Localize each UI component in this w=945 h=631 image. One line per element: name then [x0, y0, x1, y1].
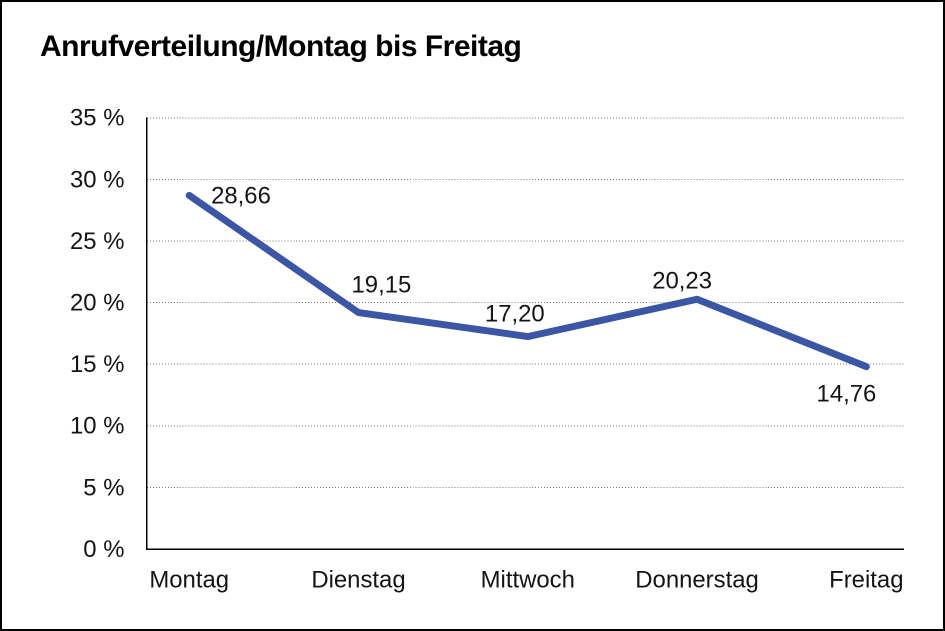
y-tick-label: 5 % — [83, 474, 124, 501]
x-axis-label: Montag — [149, 566, 229, 593]
y-tick-label: 10 % — [70, 413, 124, 440]
y-tick-label: 15 % — [70, 351, 124, 378]
y-tick-label: 0 % — [83, 536, 124, 563]
x-axis-label: Mittwoch — [481, 566, 575, 593]
data-label: 20,23 — [652, 267, 712, 294]
y-tick-label: 30 % — [70, 166, 124, 193]
data-label: 14,76 — [817, 380, 877, 407]
data-label: 17,20 — [485, 301, 545, 328]
y-tick-label: 20 % — [70, 290, 124, 317]
data-label: 19,15 — [352, 272, 412, 299]
data-label: 28,66 — [211, 182, 271, 209]
y-tick-label: 25 % — [70, 228, 124, 255]
data-line — [185, 191, 870, 371]
chart-title: Anrufverteilung/Montag bis Freitag — [40, 30, 522, 63]
x-axis-label: Donnerstag — [635, 566, 758, 593]
x-axis-label: Freitag — [829, 566, 903, 593]
x-axis-label: Dienstag — [311, 566, 405, 593]
y-tick-label: 35 % — [70, 105, 124, 132]
